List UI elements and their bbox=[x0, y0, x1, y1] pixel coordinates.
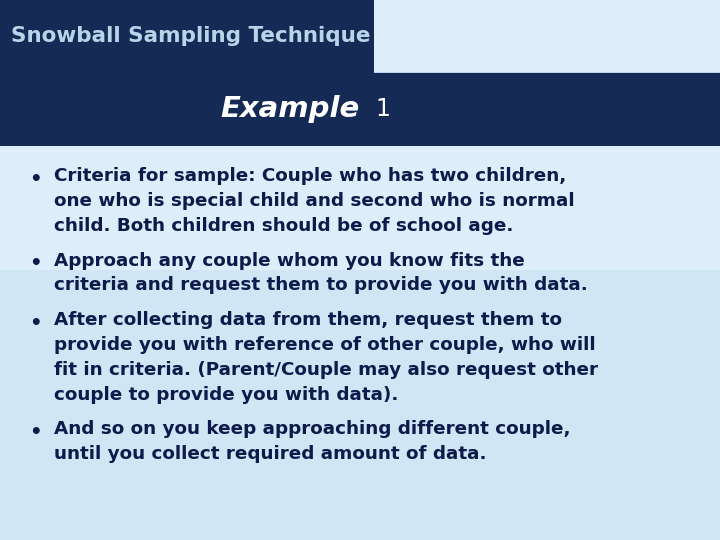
Text: Approach any couple whom you know fits the: Approach any couple whom you know fits t… bbox=[54, 252, 525, 269]
Text: provide you with reference of other couple, who will: provide you with reference of other coup… bbox=[54, 336, 595, 354]
Text: Example: Example bbox=[221, 96, 360, 123]
Text: •: • bbox=[29, 170, 42, 189]
Text: couple to provide you with data).: couple to provide you with data). bbox=[54, 386, 398, 403]
Text: criteria and request them to provide you with data.: criteria and request them to provide you… bbox=[54, 276, 588, 294]
Text: •: • bbox=[29, 314, 42, 333]
Bar bbox=[0, 0, 374, 73]
Text: And so on you keep approaching different couple,: And so on you keep approaching different… bbox=[54, 420, 570, 438]
Text: Snowball Sampling Technique: Snowball Sampling Technique bbox=[11, 26, 370, 46]
Text: 1: 1 bbox=[361, 97, 391, 122]
Bar bbox=[0, 73, 720, 146]
Text: Criteria for sample: Couple who has two children,: Criteria for sample: Couple who has two … bbox=[54, 167, 566, 185]
Text: After collecting data from them, request them to: After collecting data from them, request… bbox=[54, 311, 562, 329]
Text: one who is special child and second who is normal: one who is special child and second who … bbox=[54, 192, 575, 210]
Bar bbox=[0, 270, 720, 540]
Text: fit in criteria. (Parent/Couple may also request other: fit in criteria. (Parent/Couple may also… bbox=[54, 361, 598, 379]
Text: child. Both children should be of school age.: child. Both children should be of school… bbox=[54, 217, 513, 235]
Text: •: • bbox=[29, 254, 42, 273]
Text: •: • bbox=[29, 423, 42, 442]
Text: until you collect required amount of data.: until you collect required amount of dat… bbox=[54, 445, 487, 463]
Bar bbox=[0, 72, 720, 77]
